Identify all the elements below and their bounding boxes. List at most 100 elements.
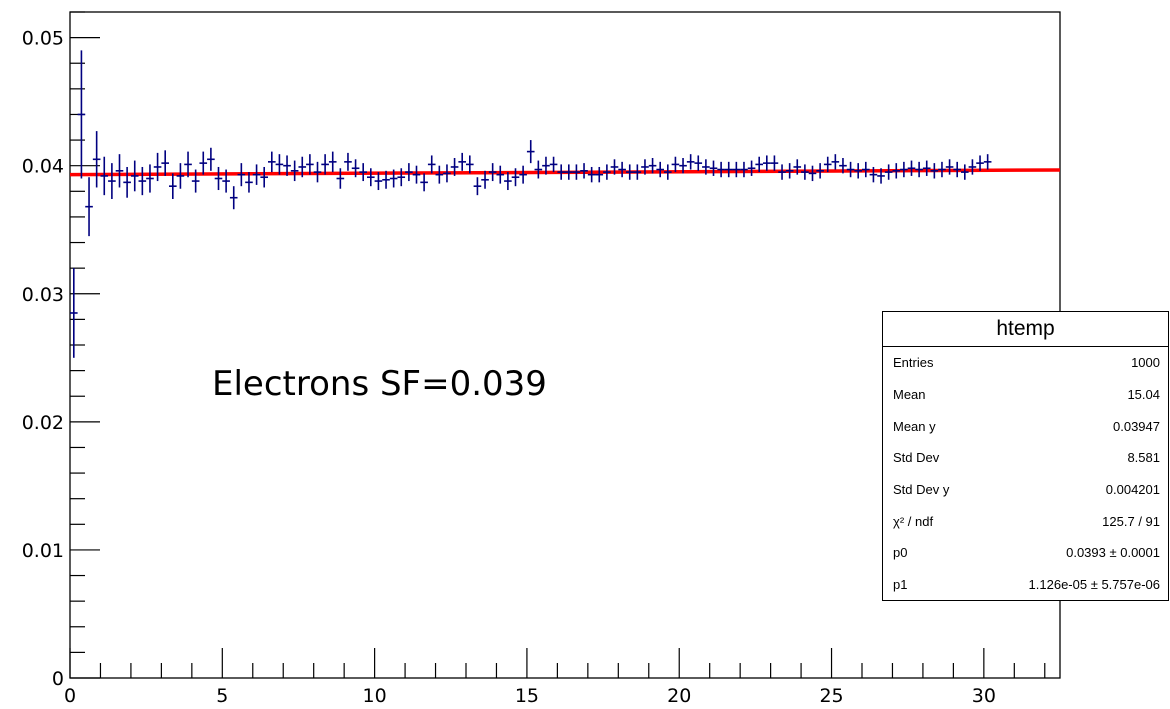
data-point [664, 164, 672, 180]
x-tick-label: 5 [216, 685, 228, 707]
data-point [846, 161, 855, 178]
data-point [328, 151, 337, 173]
data-point [679, 158, 687, 174]
data-point [70, 268, 78, 358]
data-point [466, 155, 474, 174]
stats-value: 8.581 [1127, 450, 1160, 466]
data-point [961, 164, 969, 180]
data-point [580, 163, 588, 179]
data-point [549, 156, 558, 173]
data-point [382, 170, 390, 189]
data-point [488, 163, 497, 182]
data-point [618, 161, 626, 178]
data-point [443, 164, 451, 183]
data-point [229, 186, 238, 210]
data-point [115, 154, 124, 188]
stats-value: 1.126e-05 ± 5.757e-06 [1028, 577, 1160, 593]
data-point [953, 161, 961, 178]
data-point [808, 165, 817, 182]
stats-value: 0.03947 [1113, 418, 1160, 434]
y-tick-label: 0.01 [22, 540, 64, 562]
data-point [823, 156, 832, 173]
stats-value: 0.004201 [1105, 482, 1160, 498]
data-point [344, 152, 352, 171]
data-point [275, 154, 284, 175]
data-point [108, 163, 116, 199]
data-point [702, 159, 710, 175]
x-tick-label: 0 [64, 685, 76, 707]
data-point [565, 164, 573, 180]
stats-label: Mean [893, 387, 926, 403]
data-point [321, 154, 329, 175]
stats-value: 125.7 / 91 [1102, 513, 1160, 529]
data-point [686, 154, 695, 170]
data-point [801, 164, 809, 180]
data-point [724, 161, 733, 178]
data-point [892, 163, 901, 179]
data-point [648, 158, 657, 174]
stats-value: 15.04 [1127, 387, 1160, 403]
stats-row-chi2-ndf: χ² / ndf 125.7 / 91 [883, 505, 1168, 537]
data-point [138, 166, 147, 196]
data-point [557, 164, 565, 180]
stats-value: 0.0393 ± 0.0001 [1066, 545, 1160, 561]
data-point [496, 165, 505, 184]
data-point [298, 156, 307, 178]
stats-row-std-dev: Std Dev 8.581 [883, 442, 1168, 474]
data-point [450, 158, 459, 176]
data-point [862, 161, 870, 178]
data-point [504, 172, 512, 191]
data-point [709, 160, 718, 176]
x-tick-label: 10 [363, 685, 387, 707]
data-point [778, 164, 786, 180]
data-point [268, 151, 276, 173]
data-point [526, 140, 535, 164]
data-point [983, 154, 992, 170]
data-point [290, 160, 299, 182]
data-point [473, 177, 482, 196]
data-point [587, 166, 596, 183]
data-point [389, 169, 398, 188]
stats-label: Std Dev y [893, 482, 950, 498]
data-point [191, 169, 200, 193]
data-point [214, 166, 223, 191]
x-tick-label: 30 [972, 685, 996, 707]
data-point [412, 165, 421, 184]
data-point [123, 166, 131, 198]
data-point [85, 177, 93, 237]
y-tick-label: 0.04 [22, 156, 64, 178]
data-point [161, 150, 169, 176]
data-point [542, 156, 550, 175]
data-point [519, 165, 527, 184]
stats-row-entries: Entries 1000 [883, 347, 1168, 379]
data-point [717, 161, 725, 178]
data-point [595, 166, 604, 183]
stats-box: htemp Entries 1000 Mean 15.04 Mean y 0.0394… [882, 311, 1169, 601]
stats-row-p0: p0 0.0393 ± 0.0001 [883, 537, 1168, 569]
data-point [169, 173, 177, 199]
data-point [176, 163, 185, 189]
data-point [77, 50, 86, 179]
data-point [610, 159, 619, 175]
data-point [641, 159, 649, 175]
annotation-electrons-sf: Electrons SF=0.039 [212, 364, 547, 404]
data-point [907, 160, 916, 176]
y-tick-label: 0.05 [22, 28, 64, 50]
data-point [534, 160, 543, 179]
data-point [877, 168, 885, 184]
y-tick-label: 0 [52, 668, 64, 690]
data-point [367, 168, 375, 187]
data-point [968, 159, 977, 175]
data-point [770, 155, 779, 171]
data-point [427, 155, 436, 174]
stats-label: Mean y [893, 418, 936, 434]
data-point [915, 161, 923, 178]
data-point [153, 152, 162, 182]
data-point [603, 164, 611, 180]
data-point [397, 168, 406, 187]
data-point [405, 163, 413, 182]
data-point [900, 161, 908, 178]
data-point [869, 166, 878, 183]
data-point [938, 161, 946, 178]
data-point [130, 160, 139, 192]
